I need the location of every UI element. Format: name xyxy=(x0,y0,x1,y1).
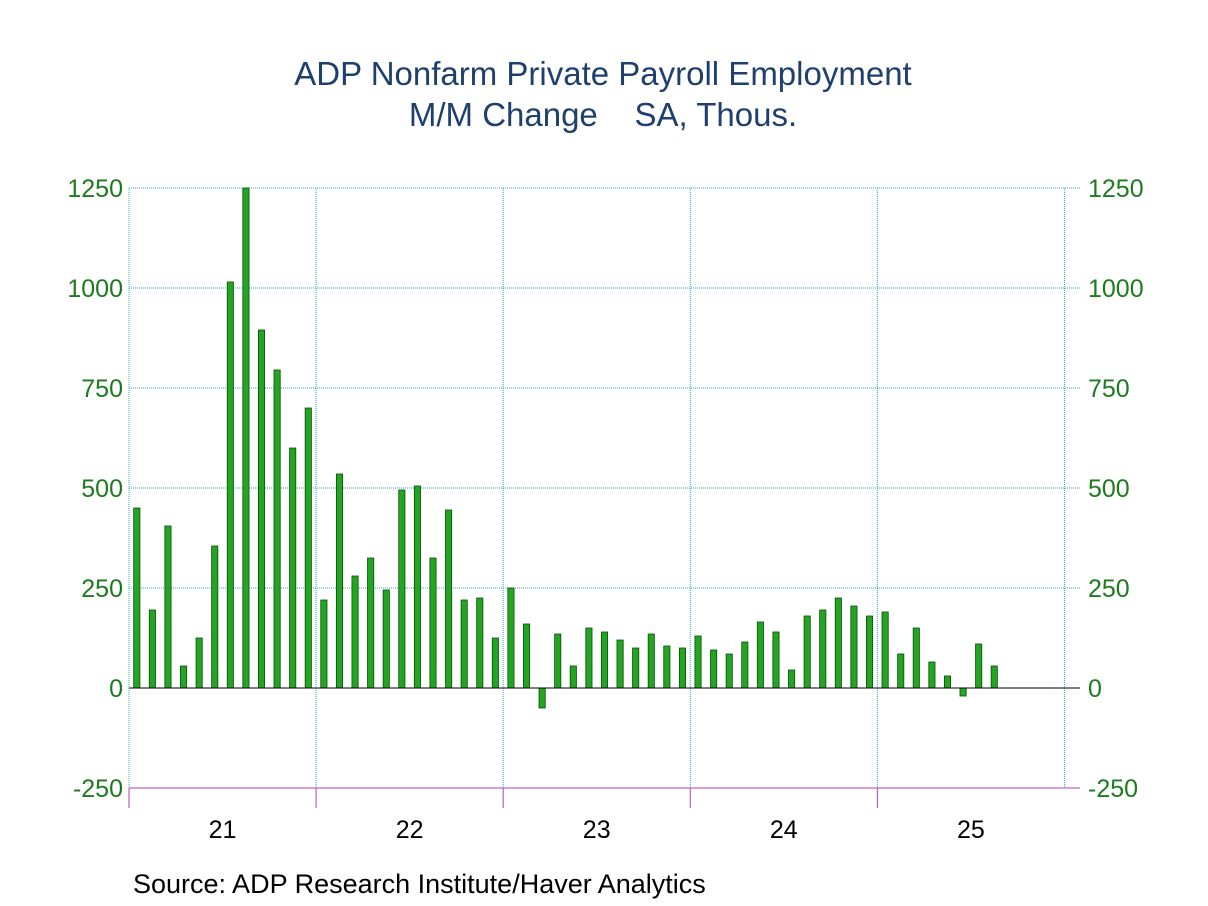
bar-5 xyxy=(211,545,219,689)
bar-37 xyxy=(710,649,718,689)
bars xyxy=(129,187,1080,709)
y-tick-right-6: 1250 xyxy=(1088,175,1144,203)
bar-28 xyxy=(569,665,577,689)
bar-48 xyxy=(881,611,889,689)
y-tick-left-5: 1000 xyxy=(67,275,123,303)
y-tick-left-1: 0 xyxy=(109,675,123,703)
bar-51 xyxy=(928,661,936,689)
bar-45 xyxy=(834,597,842,689)
bar-31 xyxy=(616,639,624,689)
y-tick-left-3: 500 xyxy=(81,475,123,503)
bar-46 xyxy=(850,605,858,689)
bar-25 xyxy=(523,623,531,689)
bar-16 xyxy=(382,589,390,689)
bar-44 xyxy=(819,609,827,689)
bar-41 xyxy=(772,631,780,689)
bar-34 xyxy=(663,645,671,689)
bar-6 xyxy=(226,281,234,689)
bar-1 xyxy=(148,609,156,689)
bar-4 xyxy=(195,637,203,689)
y-tick-right-3: 500 xyxy=(1088,475,1130,503)
bar-9 xyxy=(273,369,281,689)
bar-27 xyxy=(554,633,562,689)
chart-subtitle: M/M Change SA, Thous. xyxy=(409,96,797,133)
bar-20 xyxy=(445,509,453,689)
y-ticks-left: -250 0 250 500 750 1000 1250 xyxy=(67,175,123,803)
y-tick-right-2: 250 xyxy=(1088,575,1130,603)
bar-17 xyxy=(398,489,406,689)
source-note: Source: ADP Research Institute/Haver Ana… xyxy=(133,869,706,899)
bar-8 xyxy=(257,329,266,689)
bar-47 xyxy=(866,615,874,689)
bar-23 xyxy=(491,637,499,689)
bar-0 xyxy=(133,507,141,689)
bar-18 xyxy=(413,485,421,689)
bar-10 xyxy=(289,447,297,689)
bar-24 xyxy=(507,587,515,689)
bar-13 xyxy=(335,473,343,689)
bar-54 xyxy=(975,643,983,689)
bar-19 xyxy=(429,557,437,689)
bar-2 xyxy=(164,525,172,689)
bar-26 xyxy=(538,687,546,709)
bar-50 xyxy=(912,627,920,689)
chart-title: ADP Nonfarm Private Payroll Employment xyxy=(294,55,911,92)
bar-55 xyxy=(990,665,998,689)
bar-11 xyxy=(304,407,312,689)
bar-15 xyxy=(367,557,375,689)
x-tick-4: 25 xyxy=(957,816,985,844)
bar-30 xyxy=(600,631,609,689)
grid xyxy=(128,187,1080,808)
bar-38 xyxy=(725,653,733,689)
x-tick-1: 22 xyxy=(396,816,424,844)
bar-12 xyxy=(320,599,328,689)
y-ticks-right: -250 0 250 500 750 1000 1250 xyxy=(1088,175,1144,803)
y-tick-left-0: -250 xyxy=(73,775,123,803)
y-tick-left-6: 1250 xyxy=(67,175,123,203)
bar-29 xyxy=(585,627,593,689)
bar-53 xyxy=(959,687,967,697)
bar-7 xyxy=(242,187,250,689)
bar-52 xyxy=(943,675,952,689)
bar-21 xyxy=(460,599,468,689)
bar-3 xyxy=(180,665,188,689)
x-tick-2: 23 xyxy=(583,816,611,844)
y-tick-right-4: 750 xyxy=(1088,375,1130,403)
y-tick-left-2: 250 xyxy=(81,575,123,603)
y-tick-left-4: 750 xyxy=(81,375,123,403)
bar-39 xyxy=(741,641,749,689)
bar-49 xyxy=(897,653,905,689)
x-tick-3: 24 xyxy=(770,816,798,844)
x-tick-0: 21 xyxy=(209,816,237,844)
y-tick-right-5: 1000 xyxy=(1088,275,1144,303)
x-ticks: 21 22 23 24 25 xyxy=(209,816,985,844)
bar-42 xyxy=(788,669,796,689)
bar-35 xyxy=(678,647,686,689)
bar-33 xyxy=(647,633,655,689)
bar-40 xyxy=(756,621,764,689)
bar-32 xyxy=(632,647,640,689)
bar-22 xyxy=(476,597,484,689)
bar-36 xyxy=(694,635,702,689)
y-tick-right-1: 0 xyxy=(1088,675,1102,703)
y-tick-right-0: -250 xyxy=(1088,775,1138,803)
bar-14 xyxy=(351,575,359,689)
bar-43 xyxy=(803,615,811,689)
